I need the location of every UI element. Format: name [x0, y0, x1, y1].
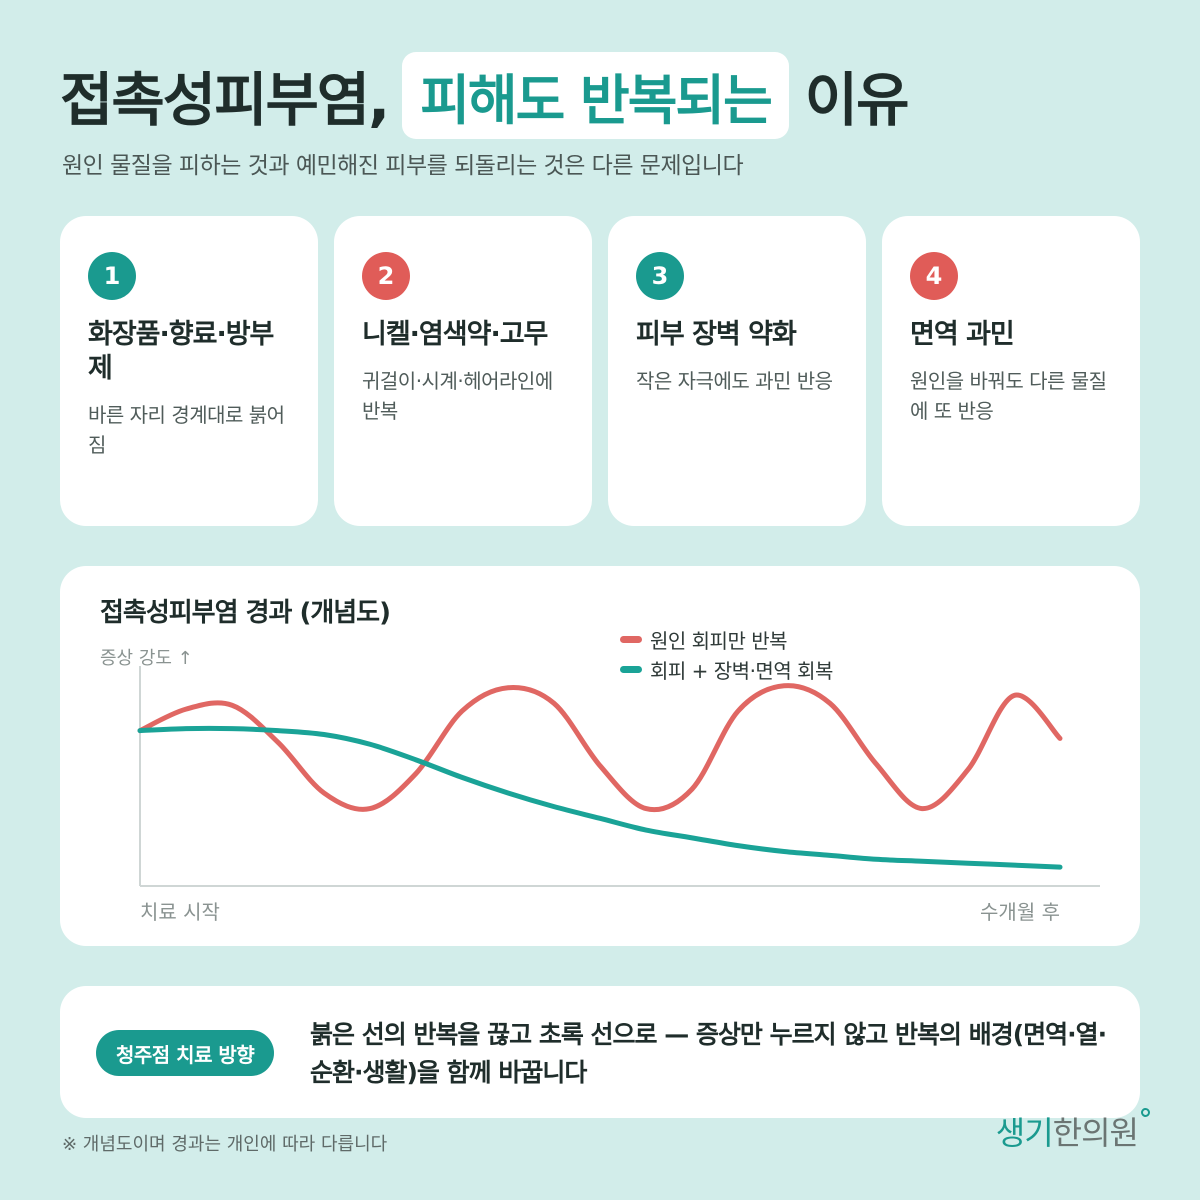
card-cause-2: 2 니켈·염색약·고무 귀걸이·시계·헤어라인에 반복: [334, 216, 592, 526]
chart-legend: 원인 회피만 반복 회피 + 장벽·면역 회복: [620, 624, 833, 684]
treatment-direction-pill: 청주점 치료 방향: [96, 1030, 275, 1076]
card-number-badge: 2: [362, 252, 410, 300]
title-before: 접촉성피부염,: [60, 66, 390, 134]
legend-item-recovery: 회피 + 장벽·면역 회복: [620, 654, 833, 684]
x-end-label: 수개월 후: [980, 900, 1060, 924]
legend-label: 회피 + 장벽·면역 회복: [650, 658, 833, 683]
clinic-logo: 생기한의원: [995, 1108, 1150, 1154]
series-line-avoid-only: [137, 683, 1063, 813]
legend-swatch-teal: [620, 665, 642, 673]
logo-part1: 생기: [995, 1114, 1054, 1152]
chart-panel: 접촉성피부염 경과 (개념도) 증상 강도 ↑ 원인 회피만 반복 회피 + 장…: [60, 566, 1140, 946]
page-subtitle: 원인 물질을 피하는 것과 예민해진 피부를 되돌리는 것은 다른 문제입니다: [62, 153, 744, 179]
page-title: 접촉성피부염, 피해도 반복되는 이유: [60, 51, 910, 139]
card-title: 면역 과민: [910, 319, 1015, 350]
legend-label: 원인 회피만 반복: [650, 628, 788, 653]
card-title: 니켈·염색약·고무: [362, 319, 548, 350]
card-number-badge: 3: [636, 252, 684, 300]
x-start-label: 치료 시작: [140, 900, 220, 924]
chart-svg: [137, 666, 1100, 887]
logo-dot: [1141, 1108, 1150, 1117]
title-after: 이유: [804, 66, 910, 134]
title-highlight: 피해도 반복되는: [402, 51, 789, 139]
logo-part2: 한의원: [1052, 1114, 1139, 1152]
card-number-badge: 4: [910, 252, 958, 300]
series-line-recovery: [137, 725, 1063, 870]
y-axis-label: 증상 강도 ↑: [100, 648, 193, 669]
card-title: 피부 장벽 약화: [636, 319, 797, 350]
treatment-direction-panel: 청주점 치료 방향 붉은 선의 반복을 끊고 초록 선으로 — 증상만 누르지 …: [60, 986, 1140, 1118]
footnote: ※ 개념도이며 경과는 개인에 따라 다릅니다: [62, 1134, 388, 1155]
card-desc: 원인을 바꿔도 다른 물질에 또 반응: [910, 369, 1107, 423]
chart-title: 접촉성피부염 경과 (개념도): [100, 598, 391, 628]
card-title: 화장품·향료·방부제: [88, 319, 274, 384]
card-desc: 바른 자리 경계대로 붉어짐: [88, 403, 285, 457]
card-cause-3: 3 피부 장벽 약화 작은 자극에도 과민 반응: [608, 216, 866, 526]
card-cause-4: 4 면역 과민 원인을 바꿔도 다른 물질에 또 반응: [882, 216, 1140, 526]
card-cause-1: 1 화장품·향료·방부제 바른 자리 경계대로 붉어짐: [60, 216, 318, 526]
treatment-direction-text: 붉은 선의 반복을 끊고 초록 선으로 — 증상만 누르지 않고 반복의 배경(…: [310, 1020, 1107, 1087]
legend-swatch-red: [620, 635, 642, 643]
card-number-badge: 1: [88, 252, 136, 300]
card-desc: 작은 자극에도 과민 반응: [636, 369, 833, 393]
card-desc: 귀걸이·시계·헤어라인에 반복: [362, 369, 553, 423]
legend-item-avoid-only: 원인 회피만 반복: [620, 624, 833, 654]
